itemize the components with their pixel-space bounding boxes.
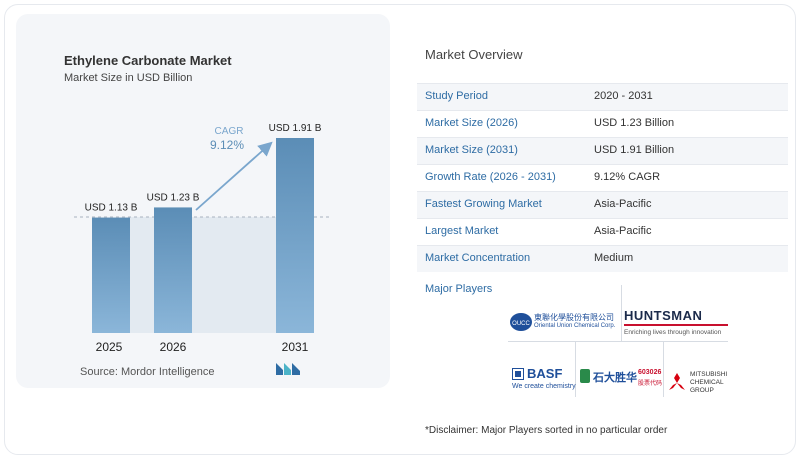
major-players-title: Major Players bbox=[425, 283, 493, 295]
market-overview-title: Market Overview bbox=[425, 47, 523, 62]
overview-row-value: Asia-Pacific bbox=[594, 225, 652, 237]
basf-wordmark: BASF bbox=[527, 366, 563, 381]
mitsubishi-line2: CHEMICAL bbox=[690, 379, 724, 386]
logo-divider bbox=[575, 341, 576, 397]
logo-divider bbox=[663, 341, 664, 397]
x-tick-label: 2031 bbox=[282, 340, 309, 354]
overview-row-value: USD 1.23 Billion bbox=[594, 117, 675, 129]
cagr-arrow bbox=[195, 141, 273, 211]
shida-stock-label: 股票代码 bbox=[638, 381, 663, 387]
oucc-emblem-icon: OUCC bbox=[510, 313, 532, 331]
overview-row: Growth Rate (2026 - 2031) 9.12% CAGR bbox=[417, 164, 788, 191]
huntsman-wordmark: HUNTSMAN bbox=[624, 308, 703, 323]
overview-row-label: Market Size (2031) bbox=[425, 144, 518, 156]
overview-row-label: Market Size (2026) bbox=[425, 117, 518, 129]
overview-row-label: Fastest Growing Market bbox=[425, 198, 542, 210]
disclaimer-text: *Disclaimer: Major Players sorted in no … bbox=[425, 425, 668, 436]
bar-data-label: USD 1.13 B bbox=[85, 203, 138, 214]
basf-logo: BASF We create chemistry bbox=[512, 366, 576, 396]
logo-divider bbox=[508, 341, 728, 342]
overview-row-value: Medium bbox=[594, 252, 634, 264]
overview-row-value: Asia-Pacific bbox=[594, 198, 652, 210]
oucc-chinese-name: 東聯化學股份有限公司 bbox=[534, 313, 614, 322]
huntsman-tagline: Enriching lives through innovation bbox=[624, 329, 722, 336]
overview-row: Market Size (2026) USD 1.23 Billion bbox=[417, 110, 788, 137]
basf-tagline: We create chemistry bbox=[512, 383, 576, 390]
shida-shenghua-logo: 石大胜华 603026 股票代码 bbox=[580, 369, 662, 395]
shida-emblem-icon bbox=[580, 369, 590, 383]
mitsubishi-chemical-logo: MITSUBISHI CHEMICAL GROUP bbox=[668, 370, 732, 400]
mordor-logo-icon bbox=[276, 363, 300, 375]
logo-divider bbox=[621, 285, 622, 341]
overview-row-label: Study Period bbox=[425, 90, 488, 102]
overview-row-value: 2020 - 2031 bbox=[594, 90, 653, 102]
bar-chart: USD 1.13 B 2025 USD 1.23 B 2026 USD 1.91 B 20… bbox=[74, 123, 330, 354]
source-label: Source: Mordor Intelligence bbox=[80, 366, 215, 378]
cagr-label: CAGR bbox=[215, 126, 244, 137]
huntsman-logo: HUNTSMAN Enriching lives through innovat… bbox=[624, 308, 730, 338]
overview-row: Market Concentration Medium bbox=[417, 245, 788, 272]
x-tick-label: 2026 bbox=[160, 340, 187, 354]
overview-row: Largest Market Asia-Pacific bbox=[417, 218, 788, 245]
overview-row: Fastest Growing Market Asia-Pacific bbox=[417, 191, 788, 218]
mitsubishi-line3: GROUP bbox=[690, 387, 714, 394]
mitsubishi-line1: MITSUBISHI bbox=[690, 371, 728, 378]
cagr-value: 9.12% bbox=[210, 138, 244, 152]
three-diamonds-icon bbox=[669, 373, 685, 390]
svg-text:OUCC: OUCC bbox=[512, 321, 530, 327]
bar-2026 bbox=[154, 207, 192, 333]
overview-row: Study Period 2020 - 2031 bbox=[417, 83, 788, 110]
overview-row-label: Largest Market bbox=[425, 225, 499, 237]
chart-subtitle: Market Size in USD Billion bbox=[64, 72, 193, 84]
overview-row-label: Growth Rate (2026 - 2031) bbox=[425, 171, 556, 183]
bar-2025 bbox=[92, 217, 130, 333]
oucc-english-name: Oriental Union Chemical Corp. bbox=[534, 323, 616, 329]
shida-wordmark: 石大胜华 bbox=[593, 372, 637, 384]
bar-data-label: USD 1.91 B bbox=[269, 123, 322, 134]
overview-row-value: 9.12% CAGR bbox=[594, 171, 661, 183]
bar-2031 bbox=[276, 138, 314, 333]
overview-row: Market Size (2031) USD 1.91 Billion bbox=[417, 137, 788, 164]
oucc-logo: OUCC 東聯化學股份有限公司 Oriental Union Chemical … bbox=[510, 311, 620, 333]
overview-row-value: USD 1.91 Billion bbox=[594, 144, 675, 156]
bar-data-label: USD 1.23 B bbox=[147, 192, 200, 203]
chart-title: Ethylene Carbonate Market bbox=[64, 53, 232, 68]
x-tick-label: 2025 bbox=[96, 340, 123, 354]
shida-stock-code: 603026 bbox=[638, 369, 662, 376]
overview-row-label: Market Concentration bbox=[425, 252, 531, 264]
